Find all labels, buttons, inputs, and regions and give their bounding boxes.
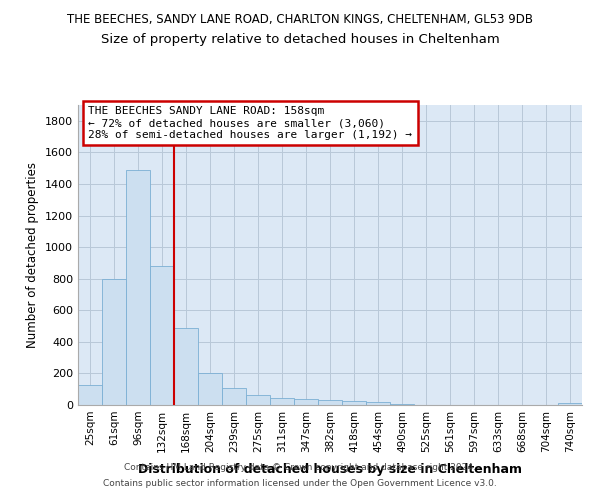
Bar (246, 394, 270, 405)
Y-axis label: Number of detached properties: Number of detached properties (26, 162, 40, 348)
Bar (174, 328, 198, 405)
Bar (222, 388, 246, 405)
Bar (366, 402, 390, 405)
Bar (318, 400, 342, 405)
Text: Size of property relative to detached houses in Cheltenham: Size of property relative to detached ho… (101, 32, 499, 46)
Text: Contains HM Land Registry data © Crown copyright and database right 2024.: Contains HM Land Registry data © Crown c… (124, 464, 476, 472)
X-axis label: Distribution of detached houses by size in Cheltenham: Distribution of detached houses by size … (138, 463, 522, 476)
Bar (270, 398, 294, 405)
Text: THE BEECHES SANDY LANE ROAD: 158sqm
← 72% of detached houses are smaller (3,060): THE BEECHES SANDY LANE ROAD: 158sqm ← 72… (88, 106, 412, 140)
Bar (294, 400, 318, 405)
Text: THE BEECHES, SANDY LANE ROAD, CHARLTON KINGS, CHELTENHAM, GL53 9DB: THE BEECHES, SANDY LANE ROAD, CHARLTON K… (67, 12, 533, 26)
Bar (558, 402, 582, 405)
Bar (78, 386, 102, 405)
Bar (150, 266, 174, 405)
Bar (102, 278, 126, 405)
Text: Contains public sector information licensed under the Open Government Licence v3: Contains public sector information licen… (103, 478, 497, 488)
Bar (198, 372, 222, 405)
Bar (390, 404, 414, 405)
Bar (342, 401, 366, 405)
Bar (126, 170, 150, 405)
